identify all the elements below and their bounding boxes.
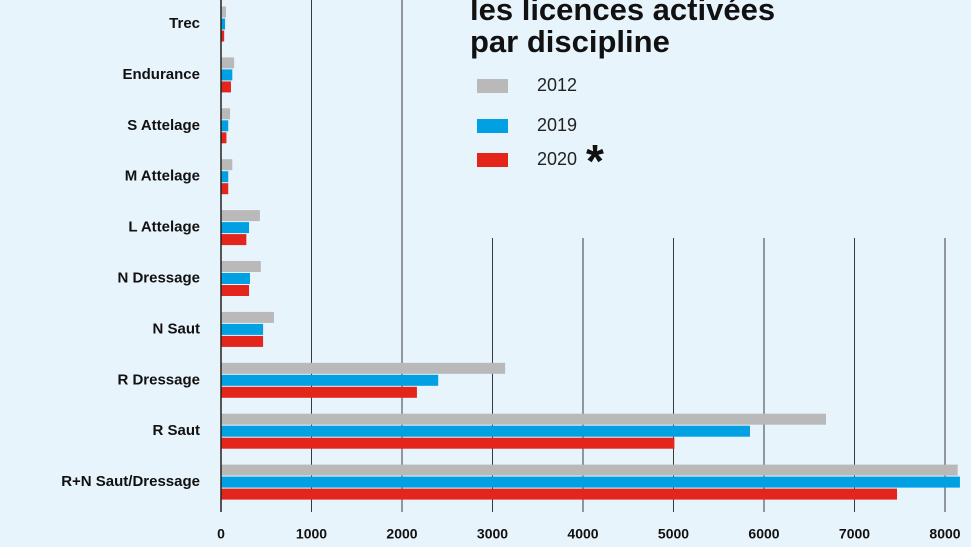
bar [221, 222, 250, 234]
bar [221, 30, 225, 42]
bar [221, 108, 231, 120]
bar [221, 57, 235, 69]
bar [221, 476, 960, 488]
bar [221, 132, 227, 144]
category-label: M Attelage [125, 168, 200, 185]
category-label: Endurance [122, 66, 200, 83]
bar [221, 120, 229, 132]
bar [221, 81, 231, 93]
bar [221, 362, 506, 374]
legend-label: 2019 [537, 115, 577, 135]
bar [221, 374, 439, 386]
bar [221, 171, 229, 183]
bar [221, 261, 261, 272]
bar [221, 210, 260, 222]
x-tick-label: 7000 [839, 526, 870, 542]
bar [221, 273, 250, 284]
x-tick-label: 0 [217, 526, 225, 542]
category-label: S Attelage [127, 117, 200, 134]
bar [221, 234, 247, 246]
category-label: N Saut [152, 320, 200, 337]
bar [221, 18, 226, 30]
bar [221, 69, 233, 81]
x-tick-label: 5000 [658, 526, 689, 542]
x-tick-label: 3000 [477, 526, 508, 542]
bar [221, 464, 958, 476]
category-label: Trec [169, 15, 200, 32]
legend-swatch [477, 153, 508, 167]
bar [221, 335, 264, 347]
category-label: R Saut [152, 422, 200, 439]
bar [221, 437, 675, 449]
x-tick-label: 6000 [748, 526, 779, 542]
category-label: R Dressage [117, 371, 200, 388]
bar [221, 386, 417, 398]
chart-title: par discipline [470, 24, 670, 59]
bar [221, 6, 226, 18]
bar [221, 285, 250, 296]
bar [221, 323, 264, 335]
legend-note: * [586, 135, 604, 187]
bar [221, 311, 274, 323]
bar [221, 413, 826, 425]
legend-swatch [477, 119, 508, 133]
category-label: R+N Saut/Dressage [61, 473, 200, 490]
x-tick-label: 2000 [386, 526, 417, 542]
legend-label: 2012 [537, 75, 577, 95]
x-tick-label: 8000 [929, 526, 960, 542]
bar [221, 159, 233, 171]
legend-swatch [477, 79, 508, 93]
bar [221, 425, 750, 437]
category-label: N Dressage [117, 269, 200, 286]
chart-title: les licences activées [470, 0, 775, 27]
category-label: L Attelage [128, 219, 200, 236]
x-tick-label: 4000 [567, 526, 598, 542]
bar [221, 183, 229, 195]
legend-label: 2020 [537, 149, 577, 169]
bar [221, 488, 898, 500]
x-tick-label: 1000 [296, 526, 327, 542]
